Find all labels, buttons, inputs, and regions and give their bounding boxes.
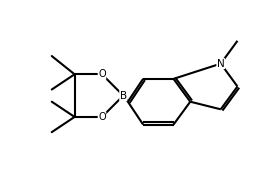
Text: O: O <box>98 112 106 122</box>
Text: O: O <box>98 69 106 79</box>
Text: N: N <box>217 59 225 69</box>
Text: B: B <box>120 91 127 101</box>
